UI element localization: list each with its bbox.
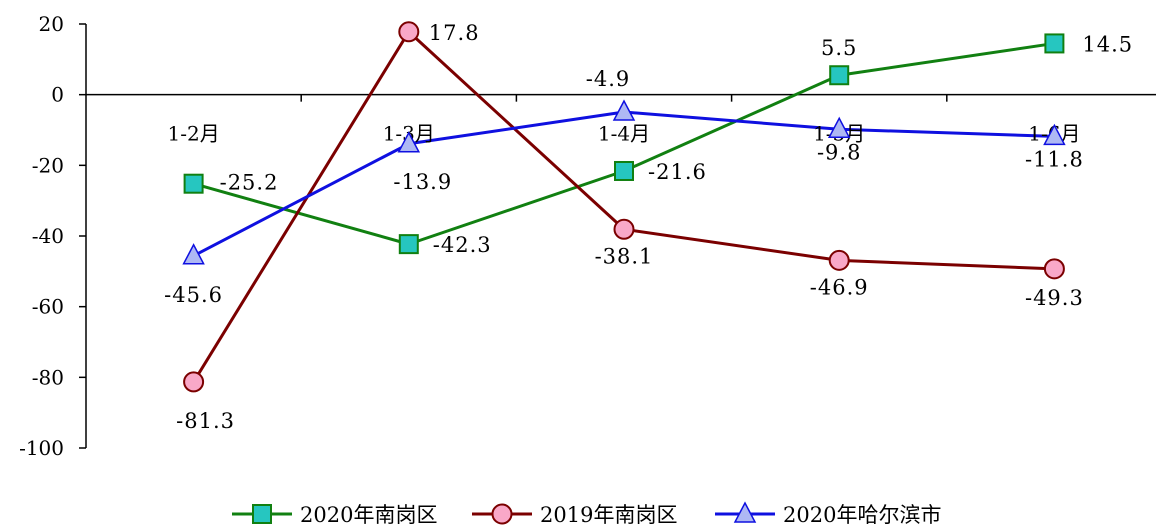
axes-group: 20 0 -20 -40 -60 -80 -100 — [19, 12, 1156, 460]
data-point-marker — [398, 234, 419, 255]
x-category-label: 1-4月 — [598, 122, 650, 146]
data-label: -46.9 — [810, 275, 869, 299]
y-tick-label: -40 — [32, 224, 64, 248]
data-label: -81.3 — [176, 409, 235, 433]
data-point-marker — [614, 160, 634, 181]
markers-group — [182, 21, 1066, 393]
legend: 2020年南岗区 2019年南岗区 2020年哈尔滨市 — [232, 501, 941, 527]
data-point-marker — [613, 218, 635, 240]
data-point-marker — [829, 65, 850, 86]
x-category-label: 1-2月 — [167, 122, 219, 146]
data-label: -38.1 — [595, 244, 654, 268]
y-tick-label: 20 — [39, 12, 64, 36]
data-label: -42.3 — [433, 233, 492, 257]
data-label: -11.8 — [1025, 147, 1084, 171]
data-label: 17.8 — [429, 21, 480, 45]
data-point-marker — [397, 131, 421, 153]
data-label: -49.3 — [1025, 286, 1084, 310]
legend-marker — [252, 504, 272, 524]
y-tick-label: -100 — [19, 436, 64, 460]
data-point-marker — [182, 243, 205, 265]
data-point-marker — [398, 21, 420, 43]
y-tick-label: 0 — [51, 83, 64, 107]
data-point-marker — [828, 249, 850, 271]
data-label: -25.2 — [220, 171, 279, 195]
legend-marker — [733, 501, 757, 523]
data-label: 14.5 — [1082, 32, 1133, 56]
data-point-marker — [612, 99, 636, 121]
data-point-marker — [1044, 33, 1065, 54]
data-label: -21.6 — [648, 160, 707, 184]
y-tick-label: -20 — [32, 153, 64, 177]
data-label: -45.6 — [164, 283, 223, 307]
data-label: -4.9 — [586, 67, 631, 91]
legend-marker — [491, 503, 513, 525]
legend-entry-label: 2020年哈尔滨市 — [783, 503, 941, 527]
data-label: -9.8 — [817, 140, 862, 164]
data-point-marker — [183, 173, 204, 194]
y-tick-label: -80 — [32, 365, 64, 389]
data-label: 5.5 — [821, 36, 857, 60]
y-tick-label: -60 — [32, 295, 64, 319]
legend-entry-label: 2020年南岗区 — [300, 503, 437, 527]
data-point-marker — [827, 116, 851, 139]
data-labels-group: -25.2 -42.3 -21.6 5.5 14.5 -81.3 17.8 -38.1 -46.… — [164, 21, 1133, 433]
data-label: -13.9 — [393, 170, 452, 194]
data-point-marker — [183, 371, 205, 393]
data-point-marker — [1043, 123, 1066, 146]
data-point-marker — [1043, 258, 1065, 280]
legend-entry-label: 2019年南岗区 — [540, 503, 677, 527]
